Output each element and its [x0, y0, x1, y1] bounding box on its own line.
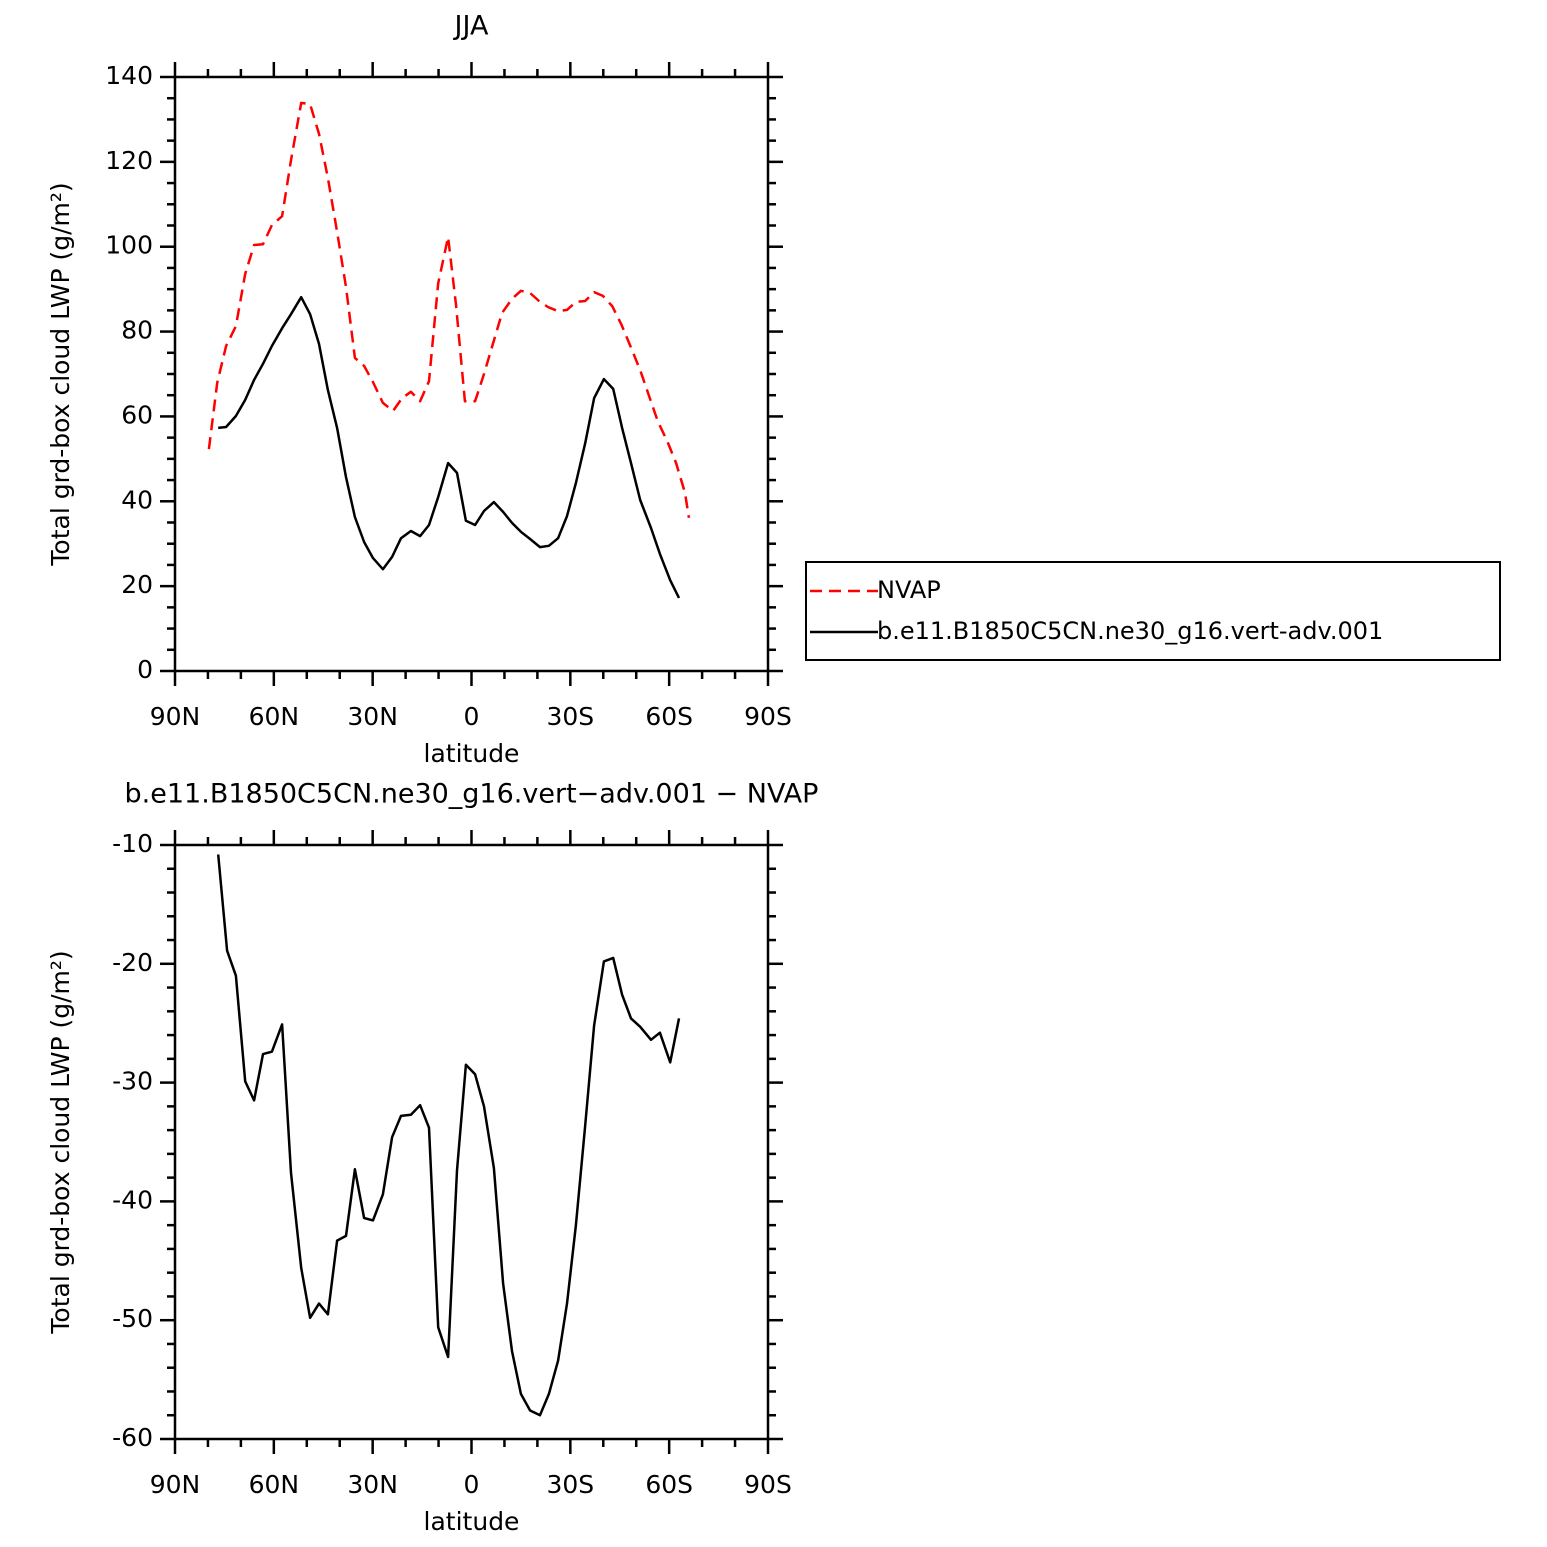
x-tick-label: 0 — [464, 702, 480, 731]
chart-title: JJA — [453, 11, 489, 42]
x-tick-label: 30S — [546, 1470, 594, 1499]
y-axis-label: Total grd-box cloud LWP (g/m²) — [46, 182, 75, 566]
y-tick-label: 0 — [137, 655, 153, 684]
plot-frame — [173, 75, 770, 673]
y-tick-label: 60 — [121, 400, 153, 429]
legend: NVAP b.e11.B1850C5CN.ne30_g16.vert-adv.00… — [805, 561, 1501, 661]
x-tick-label: 0 — [464, 1470, 480, 1499]
x-axis-label: latitude — [424, 739, 520, 768]
y-tick-label: 20 — [121, 570, 153, 599]
y-tick-label: 80 — [121, 316, 153, 345]
legend-label: b.e11.B1850C5CN.ne30_g16.vert-adv.001 — [877, 617, 1383, 645]
y-tick-label: -50 — [112, 1304, 153, 1333]
series-line — [218, 295, 681, 599]
y-tick-label: 40 — [121, 485, 153, 514]
series-line — [216, 854, 681, 1417]
series-line — [207, 101, 691, 518]
x-tick-label: 90S — [744, 1470, 792, 1499]
legend-box — [805, 561, 1501, 661]
x-tick-label: 60N — [249, 702, 300, 731]
chart-title: b.e11.B1850C5CN.ne30_g16.vert−adv.001 − … — [125, 779, 819, 810]
y-tick-label: -10 — [112, 829, 153, 858]
x-tick-label: 30N — [347, 702, 398, 731]
x-tick-label: 90N — [150, 1470, 201, 1499]
y-tick-label: 140 — [105, 61, 153, 90]
x-tick-label: 60S — [645, 702, 693, 731]
y-tick-label: -60 — [112, 1423, 153, 1452]
x-tick-label: 30S — [546, 702, 594, 731]
x-tick-label: 90N — [150, 702, 201, 731]
y-tick-label: 120 — [105, 146, 153, 175]
y-tick-label: -40 — [112, 1185, 153, 1214]
x-tick-label: 60N — [249, 1470, 300, 1499]
x-axis-label: latitude — [424, 1507, 520, 1536]
y-tick-label: 100 — [105, 231, 153, 260]
plot-frame — [173, 843, 770, 1441]
x-tick-label: 90S — [744, 702, 792, 731]
y-tick-label: -20 — [112, 948, 153, 977]
x-tick-label: 60S — [645, 1470, 693, 1499]
legend-label: NVAP — [877, 576, 941, 604]
y-axis-label: Total grd-box cloud LWP (g/m²) — [46, 950, 75, 1334]
y-tick-label: -30 — [112, 1067, 153, 1096]
x-tick-label: 30N — [347, 1470, 398, 1499]
